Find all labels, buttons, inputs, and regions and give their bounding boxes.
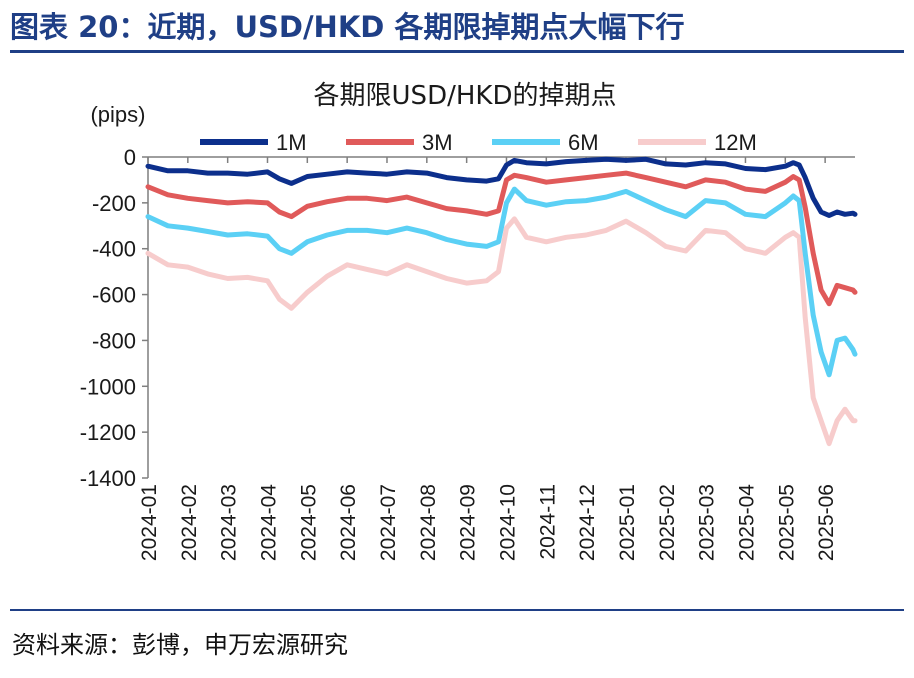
x-tick-label: 2024-05 <box>297 484 320 561</box>
series-line-12M <box>145 216 858 447</box>
x-tick-label: 2025-06 <box>815 484 838 561</box>
title-rule <box>10 50 904 53</box>
figure-title: 图表 20：近期，USD/HKD 各期限掉期点大幅下行 <box>10 10 685 44</box>
x-tick-label: 2024-04 <box>257 484 280 561</box>
y-tick-label: -1200 <box>80 420 136 445</box>
x-tick-label: 2025-01 <box>616 484 639 561</box>
x-tick-label: 2025-05 <box>775 484 798 561</box>
y-tick-label: -600 <box>92 283 136 308</box>
x-tick-label: 2024-10 <box>496 484 519 561</box>
y-axis-label: (pips) <box>90 102 145 127</box>
y-tick-label: -1400 <box>80 466 136 491</box>
legend-label-1M: 1M <box>276 130 307 155</box>
y-tick-label: 0 <box>124 145 136 170</box>
x-tick-label: 2024-02 <box>178 484 201 561</box>
x-tick-label: 2024-08 <box>417 484 440 561</box>
series-line-3M <box>145 170 858 307</box>
legend: 1M 3M 6M 12M <box>200 130 757 155</box>
y-tick-label: -400 <box>92 237 136 262</box>
series-layer <box>145 156 858 447</box>
legend-label-6M: 6M <box>568 130 599 155</box>
y-tick-label: -200 <box>92 191 136 216</box>
source-note: 资料来源：彭博，申万宏源研究 <box>12 631 348 659</box>
series-line-6M <box>145 186 858 378</box>
x-tick-label: 2025-04 <box>735 484 758 561</box>
series-line-1M <box>145 156 858 218</box>
chart-title: 各期限USD/HKD的掉期点 <box>314 81 617 111</box>
x-tick-label: 2024-09 <box>457 484 480 561</box>
x-tick-label: 2024-03 <box>218 484 241 561</box>
legend-label-12M: 12M <box>714 130 757 155</box>
x-tick-label: 2024-12 <box>576 484 599 561</box>
legend-label-3M: 3M <box>422 130 453 155</box>
y-tick-label: -800 <box>92 328 136 353</box>
x-tick-label: 2024-11 <box>536 484 559 560</box>
y-tick-label: -1000 <box>80 374 136 399</box>
x-tick-label: 2024-01 <box>138 484 161 561</box>
footer-rule <box>10 609 904 611</box>
x-tick-label: 2024-06 <box>337 484 360 561</box>
x-tick-label: 2024-07 <box>377 484 400 561</box>
x-tick-label: 2025-02 <box>656 484 679 561</box>
x-tick-label: 2025-03 <box>696 484 719 561</box>
